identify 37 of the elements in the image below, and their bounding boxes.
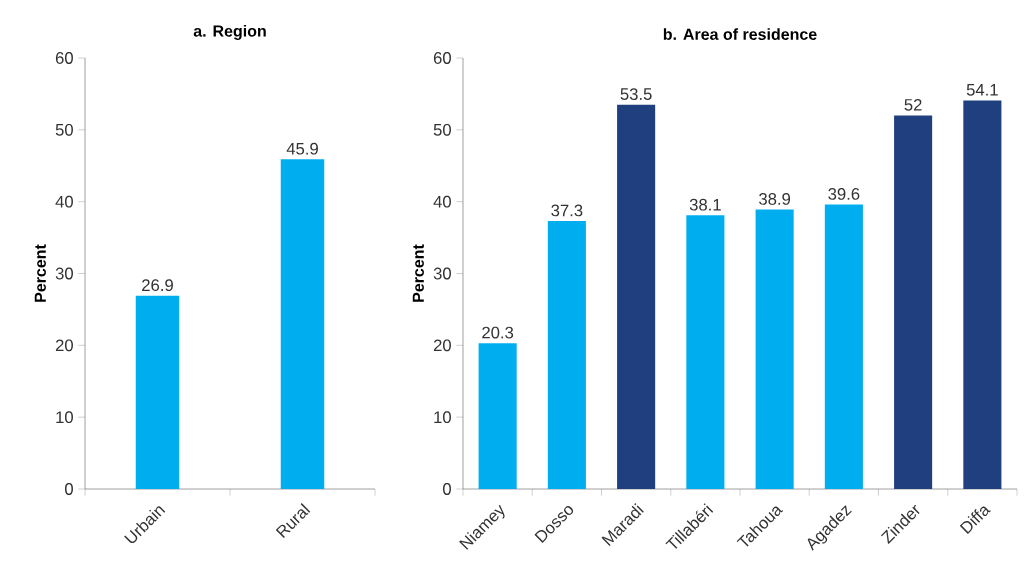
data-label: 53.5 bbox=[620, 88, 652, 100]
y-tick-label: 60 bbox=[55, 52, 73, 64]
bar bbox=[963, 100, 1002, 489]
y-axis-title: Percent bbox=[34, 244, 46, 302]
chart-title: b. Area of residence bbox=[663, 28, 817, 40]
y-tick-label: 30 bbox=[55, 267, 73, 280]
bar bbox=[478, 343, 517, 489]
y-axis-title: Percent bbox=[412, 244, 424, 302]
chart-title: a. Region bbox=[193, 24, 266, 40]
data-label: 26.9 bbox=[142, 279, 173, 292]
y-tick-label: 0 bbox=[65, 483, 73, 495]
y-tick-label: 20 bbox=[433, 339, 451, 352]
y-tick-label: 60 bbox=[433, 52, 451, 64]
y-tick-label: 40 bbox=[433, 195, 451, 208]
bar bbox=[547, 221, 586, 489]
y-tick-label: 40 bbox=[55, 195, 73, 208]
y-tick-label: 50 bbox=[433, 123, 451, 136]
data-label: 38.9 bbox=[759, 193, 791, 205]
bar bbox=[686, 215, 725, 489]
data-label: 20.3 bbox=[482, 326, 514, 339]
y-tick-label: 30 bbox=[433, 267, 451, 280]
data-label: 39.6 bbox=[828, 188, 860, 200]
data-label: 54.1 bbox=[966, 84, 998, 96]
data-label: 52 bbox=[904, 98, 922, 111]
data-label: 37.3 bbox=[551, 204, 583, 217]
y-tick-label: 50 bbox=[55, 123, 73, 136]
y-tick-label: 10 bbox=[56, 411, 73, 424]
y-tick-label: 20 bbox=[55, 339, 73, 352]
x-tick-label: Diffa bbox=[959, 506, 991, 534]
data-label: 45.9 bbox=[286, 142, 318, 155]
bar bbox=[824, 204, 863, 489]
bar bbox=[755, 209, 794, 489]
data-label: 38.1 bbox=[689, 198, 721, 211]
y-tick-label: 10 bbox=[434, 411, 451, 424]
bar bbox=[894, 115, 933, 489]
bar bbox=[617, 104, 656, 489]
y-tick-label: 0 bbox=[443, 483, 451, 495]
